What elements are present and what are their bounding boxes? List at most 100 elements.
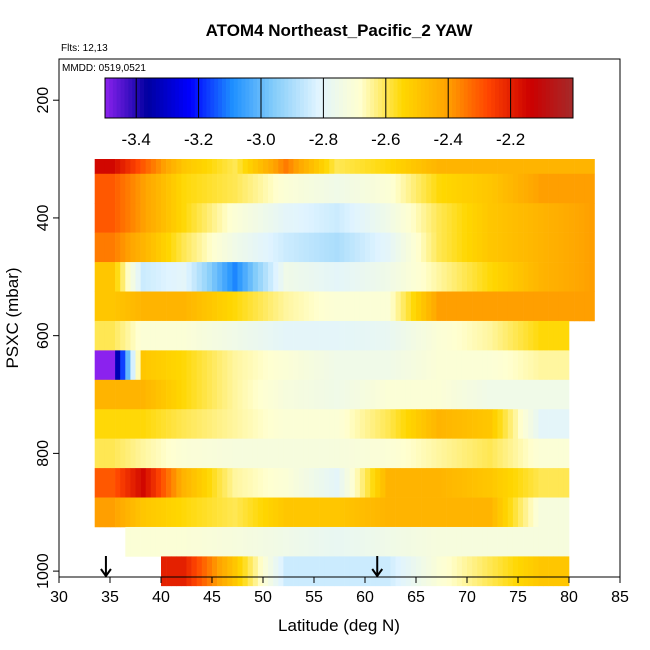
heatmap-cell [405, 526, 412, 557]
heatmap-cell [115, 350, 121, 381]
heatmap-cell [523, 262, 529, 292]
heatmap-cell [161, 468, 167, 498]
heatmap-cell [395, 556, 401, 587]
x-tick-label: 60 [356, 589, 374, 606]
heatmap-cell [222, 379, 228, 410]
colorbar-swatch [456, 78, 461, 118]
heatmap-cell [477, 232, 483, 263]
heatmap-cell [446, 203, 452, 233]
colorbar-swatch [448, 78, 453, 118]
heatmap-cell [201, 556, 208, 587]
heatmap-cell [349, 350, 356, 381]
heatmap-cell [125, 144, 131, 175]
heatmap-cell [339, 173, 345, 204]
heatmap-cell [222, 320, 228, 351]
heatmap-cell [314, 556, 320, 587]
heatmap-cell [145, 291, 152, 322]
heatmap-cell [237, 409, 243, 439]
heatmap-cell [232, 320, 238, 351]
heatmap-cell [150, 379, 157, 410]
heatmap-cell [161, 526, 167, 557]
heatmap-cell [405, 350, 412, 381]
x-tick-label: 80 [560, 589, 578, 606]
flights-note: Flts: 12,13 [61, 43, 108, 54]
heatmap-cell [94, 262, 101, 292]
heatmap-cell [365, 409, 371, 439]
heatmap-cell [191, 468, 197, 498]
heatmap-cell [543, 262, 549, 292]
heatmap-cell [166, 232, 172, 263]
heatmap-cell [492, 438, 498, 469]
heatmap-cell [472, 438, 478, 469]
heatmap-cell [563, 262, 570, 292]
colorbar-swatch [116, 78, 121, 118]
heatmap-cell [553, 468, 560, 498]
colorbar-swatch [323, 78, 328, 118]
heatmap-cell [375, 262, 381, 292]
heatmap-cell [268, 262, 274, 292]
heatmap-cell [140, 320, 146, 351]
heatmap-cell [518, 379, 524, 410]
heatmap-cell [120, 320, 126, 351]
heatmap-cell [150, 262, 157, 292]
colorbar-swatch [463, 78, 469, 118]
heatmap-cell [140, 350, 146, 381]
heatmap-cell [426, 497, 432, 528]
heatmap-cell [115, 320, 121, 351]
heatmap-cell [288, 409, 294, 439]
heatmap-cell [247, 438, 254, 469]
heatmap-cell [512, 203, 519, 233]
heatmap-cell [196, 468, 203, 498]
heatmap-cell [359, 468, 366, 498]
heatmap-cell [247, 173, 254, 204]
heatmap-cell [186, 468, 192, 498]
colorbar-tick-label: -2.6 [371, 130, 400, 149]
heatmap-cell [548, 526, 554, 557]
heatmap-cell [232, 232, 238, 263]
heatmap-cell [125, 379, 131, 410]
heatmap-cell [115, 379, 121, 410]
heatmap-cell [538, 203, 544, 233]
heatmap-cell [395, 144, 401, 175]
colorbar-swatch [108, 78, 114, 118]
heatmap-cell [247, 203, 254, 233]
heatmap-cell [492, 320, 498, 351]
heatmap-cell [161, 409, 167, 439]
colorbar-swatch [303, 78, 309, 118]
heatmap-cell [171, 291, 177, 322]
heatmap-cell [584, 144, 590, 175]
heatmap-cell [140, 379, 146, 410]
heatmap-cell [467, 409, 473, 439]
heatmap-cell [303, 526, 310, 557]
heatmap-cell [390, 379, 396, 410]
heatmap-cell [171, 350, 177, 381]
heatmap-cell [421, 350, 427, 381]
heatmap-cell [171, 173, 177, 204]
heatmap-cell [467, 556, 473, 587]
heatmap-cell [334, 320, 340, 351]
heatmap-cell [99, 497, 106, 528]
heatmap-cell [518, 438, 524, 469]
heatmap-cell [359, 526, 366, 557]
heatmap-cell [359, 232, 366, 263]
heatmap-cell [349, 320, 356, 351]
heatmap-cell [273, 438, 279, 469]
heatmap-cell [242, 232, 248, 263]
heatmap-cell [563, 232, 570, 263]
heatmap-cell [324, 556, 330, 587]
heatmap-cell [589, 262, 595, 292]
heatmap-cell [558, 262, 565, 292]
plot-area: -3.4 -3.2 -3.0 -2.8 -2.6 -2.4 -2.2 [58, 58, 621, 587]
heatmap-cell [314, 320, 320, 351]
heatmap-cell [436, 468, 442, 498]
colorbar-swatch [327, 78, 332, 118]
heatmap-cell [548, 144, 554, 175]
heatmap-cell [273, 320, 279, 351]
heatmap-cell [553, 526, 560, 557]
heatmap-cell [431, 291, 437, 322]
heatmap-cell [339, 350, 345, 381]
heatmap-cell [273, 350, 279, 381]
heatmap-cell [441, 173, 447, 204]
heatmap-cell [344, 262, 350, 292]
x-tick-label: 65 [407, 589, 425, 606]
